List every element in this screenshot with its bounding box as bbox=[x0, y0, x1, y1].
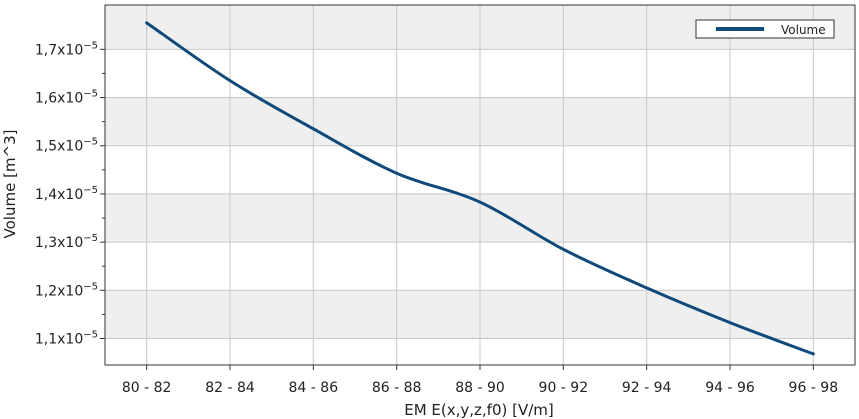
x-tick-label: 84 - 86 bbox=[289, 380, 339, 396]
y-tick-label: 1,3x10−5 bbox=[35, 233, 98, 251]
x-tick-label: 94 - 96 bbox=[705, 380, 755, 396]
legend-box bbox=[695, 19, 835, 39]
x-axis-title: EM E(x,y,z,f0) [V/m] bbox=[404, 401, 554, 419]
x-tick-label: 96 - 98 bbox=[789, 380, 839, 396]
y-tick-label: 1,2x10−5 bbox=[35, 281, 98, 299]
x-tick-label: 82 - 84 bbox=[205, 380, 255, 396]
y-tick-label: 1,1x10−5 bbox=[35, 329, 98, 347]
x-tick-label: 80 - 82 bbox=[122, 380, 172, 396]
x-axis-ticks: 80 - 82 82 - 84 84 - 86 86 - 88 88 - 90 90 - … bbox=[122, 365, 838, 396]
x-tick-label: 90 - 92 bbox=[539, 380, 589, 396]
y-axis-title: Volume [m^3] bbox=[1, 130, 19, 239]
vertical-gridlines bbox=[146, 5, 814, 365]
y-tick-label: 1,4x10−5 bbox=[35, 185, 98, 203]
y-tick-label: 1,6x10−5 bbox=[35, 89, 98, 107]
y-tick-label: 1,7x10−5 bbox=[35, 40, 98, 58]
legend: Volume bbox=[695, 19, 835, 39]
y-tick-label: 1,5x10−5 bbox=[35, 137, 98, 155]
x-tick-label: 88 - 90 bbox=[455, 380, 505, 396]
x-tick-label: 86 - 88 bbox=[372, 380, 422, 396]
x-tick-label: 92 - 94 bbox=[622, 380, 672, 396]
legend-label-volume: Volume bbox=[781, 23, 826, 37]
y-axis-ticks: 1,1x10−5 1,2x10−5 1,3x10−5 1,4x10−5 1,5x10−5… bbox=[35, 40, 105, 347]
series-line-volume bbox=[145, 21, 815, 356]
